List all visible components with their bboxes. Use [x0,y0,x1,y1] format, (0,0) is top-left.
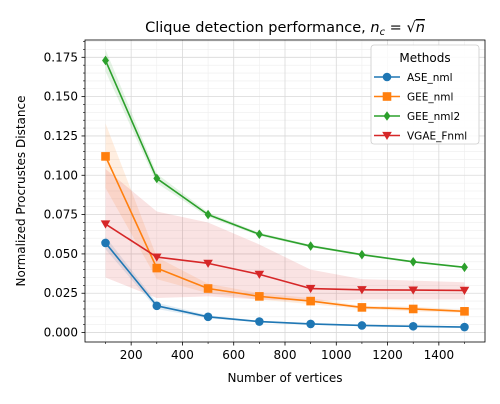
series-line-gee-nml [104,156,465,313]
data-point-gee-nml2 [153,173,161,184]
data-point-gee-nml [357,303,367,312]
data-point-gee-nml2 [461,262,468,273]
legend-label-gee-nml: GEE_nml [407,92,453,104]
x-tick-label: 1200 [372,348,403,362]
data-point-ase-nml [306,319,315,329]
x-tick-label: 1400 [424,348,455,362]
data-point-gee-nml [101,152,110,161]
legend-box [370,44,480,145]
y-tick-label: 0.075 [44,208,78,222]
data-point-gee-nml [203,284,213,293]
confidence-band-vgae-fnml [105,168,465,302]
legend-label-vgae-fnml: VGAE_Fnml [407,131,467,143]
series-line-ase-nml [104,242,465,328]
legend: Methods ASE_nml GEE_nml GEE_nml2 VGAE_Fnml [370,44,480,145]
x-tick-label: 800 [274,348,297,362]
y-tick-label: 0.125 [44,129,78,143]
data-point-gee-nml [255,292,264,301]
data-point-vgae-fnml [203,259,213,268]
series-line-vgae-fnml [105,223,465,292]
y-axis-label: Normalized Procrustes Distance [14,96,28,287]
y-tick-label: 0.050 [44,247,78,261]
data-point-vgae-fnml [151,253,162,262]
data-point-vgae-fnml [459,286,470,295]
legend-marker-gee-nml2 [383,111,391,121]
data-point-ase-nml [460,322,469,332]
data-point-gee-nml2 [358,249,366,260]
data-point-gee-nml [460,307,469,316]
data-point-ase-nml [408,321,418,331]
data-point-ase-nml [255,317,264,326]
data-point-gee-nml [408,304,418,314]
legend-marker-vgae-fnml [382,131,392,141]
legend-label-gee-nml2: GEE_nml2 [407,111,460,123]
chart-title: Clique detection performance, nc = √n [145,20,425,38]
x-tick-label: 1000 [321,348,352,362]
data-point-ase-nml [203,312,213,322]
data-point-vgae-fnml [100,220,111,229]
x-axis-label: Number of vertices [227,371,342,385]
data-point-gee-nml2 [204,209,212,220]
data-point-ase-nml [357,321,367,330]
legend-label-ase-nml: ASE_nml [407,72,453,84]
y-tick-label: 0.100 [44,168,78,182]
y-tick-label: 0.150 [44,90,78,104]
data-point-vgae-fnml [254,270,265,279]
series-line-gee-nml2 [104,60,465,269]
data-point-ase-nml [152,301,162,311]
x-tick-label: 200 [120,348,143,362]
data-point-gee-nml [306,296,315,306]
y-tick-label: 0.000 [44,326,78,340]
legend-marker-gee-nml [382,92,392,101]
data-point-vgae-fnml [357,286,367,295]
x-tick-label: 600 [222,348,245,362]
y-tick-label: 0.175 [44,50,78,64]
data-point-gee-nml2 [255,229,263,240]
data-point-gee-nml2 [307,241,315,251]
data-point-vgae-fnml [305,284,316,294]
data-point-gee-nml2 [102,55,109,66]
data-point-vgae-fnml [408,286,419,295]
data-point-gee-nml2 [409,256,417,267]
data-point-gee-nml [152,263,162,273]
legend-title: Methods [399,51,450,65]
y-tick-label: 0.025 [44,286,78,300]
x-tick-label: 400 [171,348,194,362]
legend-marker-ase-nml [382,72,392,82]
data-point-ase-nml [101,238,110,248]
